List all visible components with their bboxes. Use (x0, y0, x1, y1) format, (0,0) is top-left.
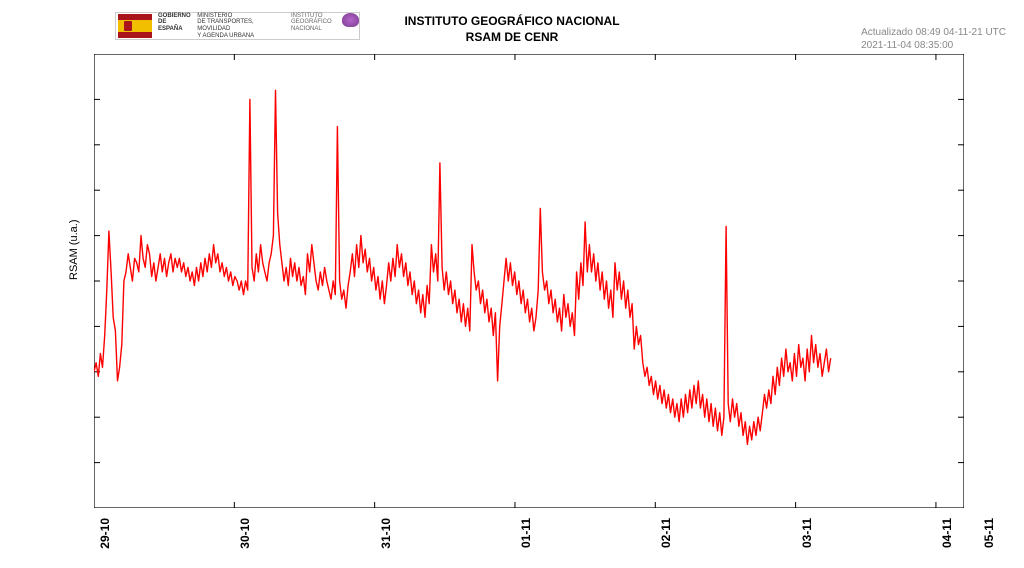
chart-area (94, 54, 964, 508)
x-tick-label: 31-10 (379, 518, 393, 549)
rsam-line-chart (94, 54, 964, 508)
x-tick-label: 29-10 (98, 518, 112, 549)
x-tick-label: 30-10 (238, 518, 252, 549)
y-axis-label: RSAM (u.a.) (68, 219, 80, 280)
x-tick-label: 03-11 (800, 518, 814, 548)
x-tick-label: 01-11 (519, 518, 533, 548)
timestamp-line1: Actualizado 08:49 04-11-21 UTC (861, 26, 1006, 39)
x-tick-label: 05-11 (982, 518, 996, 548)
x-tick-label: 04-11 (940, 518, 954, 548)
x-tick-label: 02-11 (659, 518, 673, 548)
timestamp: Actualizado 08:49 04-11-21 UTC 2021-11-0… (861, 26, 1006, 52)
timestamp-line2: 2021-11-04 08:35:00 (861, 39, 1006, 52)
header: GOBIERNO DE ESPAÑA MINISTERIO DE TRANSPO… (0, 8, 1024, 48)
